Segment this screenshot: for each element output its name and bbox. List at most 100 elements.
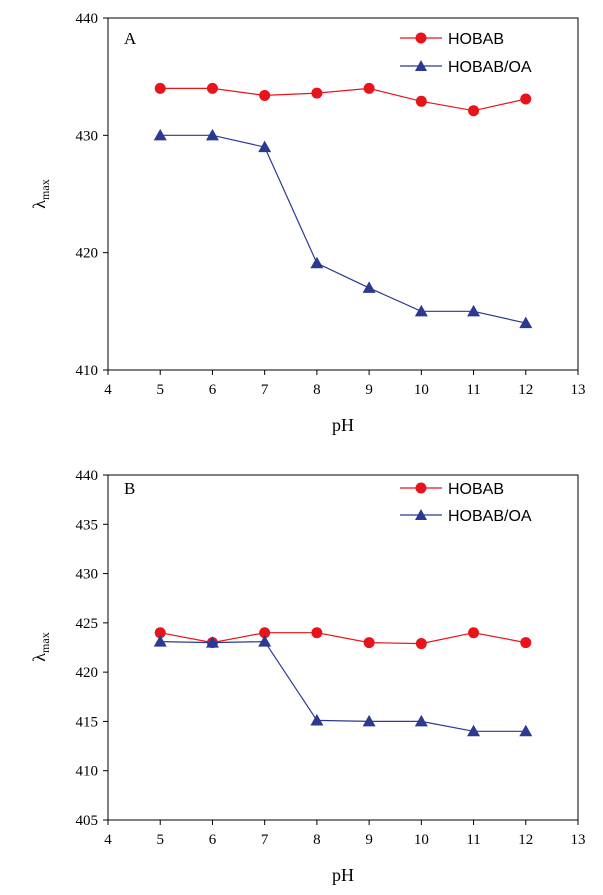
chart-b-x-tick-label: 13 (571, 832, 586, 848)
chart-b-point-hobab-oa (519, 724, 533, 737)
chart-b-y-tick-label: 420 (76, 665, 99, 681)
chart-b-point-hobab-oa (258, 635, 272, 647)
chart-a-point-hobab (468, 105, 480, 117)
chart-b-plot-frame (107, 474, 579, 821)
chart-a-point-hobab-oa (258, 140, 272, 153)
chart-b-x-ticks: 4 5 6 7 8 9 10 11 12 13 (104, 820, 586, 848)
chart-b: B 4 5 6 7 8 9 10 11 12 13 405 410 415 420 425 430 435 44… (29, 468, 586, 885)
chart-b-legend-item-hobab: HOBAB (400, 481, 504, 498)
chart-a-point-hobab-oa (467, 304, 481, 317)
chart-b-x-tick-label: 8 (313, 832, 321, 848)
chart-a-legend-marker-hobab-oa (415, 60, 427, 71)
chart-a-legend-item-hobab-oa: HOBAB/OA (400, 59, 532, 76)
chart-b-point-hobab-oa (153, 635, 167, 647)
chart-a-point-hobab (520, 93, 532, 105)
chart-a-y-tick-label: 410 (76, 363, 99, 379)
chart-b-point-hobab (520, 637, 532, 649)
chart-b-y-tick-label: 405 (76, 813, 99, 829)
chart-a-y-tick-label: 440 (76, 11, 99, 27)
chart-b-x-tick-label: 4 (104, 832, 112, 848)
chart-b-x-tick-label: 11 (466, 832, 480, 848)
chart-a-legend-item-hobab: HOBAB (400, 31, 504, 48)
chart-b-series-line-hobab-oa (160, 640, 526, 732)
chart-a-point-hobab (415, 95, 427, 107)
chart-a-legend: HOBAB HOBAB/OA (400, 31, 532, 76)
chart-b-y-axis-label-sub: max (38, 632, 52, 653)
chart-b-point-hobab (311, 627, 323, 639)
chart-a-x-tick-label: 11 (466, 382, 480, 398)
chart-b-series (153, 627, 533, 737)
chart-b-point-hobab-oa (310, 713, 324, 726)
chart-b-series-line-hobab (160, 632, 526, 645)
chart-a-x-axis-label: pH (332, 415, 354, 435)
chart-b-point-hobab (363, 637, 375, 649)
chart-a-x-tick-label: 10 (414, 382, 429, 398)
chart-a-x-tick-label: 9 (365, 382, 373, 398)
chart-a-x-tick-label: 12 (518, 382, 533, 398)
chart-b-y-ticks: 405 410 415 420 425 430 435 440 (76, 468, 108, 829)
chart-a-y-tick-label: 430 (76, 128, 99, 144)
chart-b-point-hobab-oa (467, 724, 481, 737)
chart-b-point-hobab-oa (205, 636, 219, 648)
chart-a-point-hobab-oa (153, 128, 167, 141)
chart-b-y-axis-label-main: λ (29, 653, 49, 662)
chart-b-x-tick-label: 9 (365, 832, 373, 848)
chart-b-y-tick-label: 415 (76, 714, 99, 730)
chart-b-point-hobab (468, 627, 480, 639)
chart-b-legend-marker-hobab (415, 482, 427, 494)
chart-b-y-tick-label: 435 (76, 517, 99, 533)
chart-b-x-tick-label: 10 (414, 832, 429, 848)
chart-a-y-axis-label-main: λ (29, 200, 49, 209)
chart-b-x-tick-label: 7 (261, 832, 269, 848)
chart-a-plot-frame (107, 17, 579, 371)
chart-a-point-hobab-oa (519, 316, 533, 329)
chart-b-point-hobab (259, 627, 271, 639)
chart-a-point-hobab (363, 82, 375, 94)
chart-a-point-hobab (311, 87, 323, 99)
chart-a-y-ticks: 410 420 430 440 (76, 11, 108, 379)
chart-b-x-tick-label: 6 (209, 832, 217, 848)
chart-b-y-axis-label: λmax (29, 632, 52, 661)
chart-a-x-ticks: 4 5 6 7 8 9 10 11 12 13 (104, 370, 586, 398)
chart-a-y-axis-label-sub: max (38, 179, 52, 200)
chart-b-y-tick-label: 430 (76, 567, 99, 583)
chart-b-point-hobab (415, 638, 427, 650)
chart-a-point-hobab (154, 82, 166, 94)
chart-a-y-tick-label: 420 (76, 246, 99, 262)
chart-a-point-hobab (259, 89, 271, 101)
chart-a-x-tick-label: 8 (313, 382, 321, 398)
chart-b-point-hobab-oa (414, 714, 428, 727)
chart-a-panel-label: A (124, 29, 137, 48)
chart-a-point-hobab-oa (414, 304, 428, 317)
chart-a-x-tick-label: 5 (156, 382, 164, 398)
chart-a-point-hobab-oa (205, 128, 219, 141)
chart-a: A 4 5 6 7 8 9 10 11 12 13 410 420 430 440 pH λmax HO… (29, 11, 586, 435)
chart-a-y-axis-label: λmax (29, 179, 52, 208)
chart-b-legend: HOBAB HOBAB/OA (400, 481, 532, 525)
chart-b-point-hobab (154, 627, 166, 639)
chart-b-x-tick-label: 12 (518, 832, 533, 848)
chart-b-legend-label-hobab-oa: HOBAB/OA (448, 508, 532, 525)
chart-a-series (153, 82, 533, 329)
chart-a-point-hobab-oa (362, 281, 376, 293)
chart-b-legend-label-hobab: HOBAB (448, 481, 504, 498)
chart-a-x-tick-label: 6 (209, 382, 217, 398)
chart-b-y-tick-label: 410 (76, 764, 99, 780)
chart-b-y-tick-label: 425 (76, 616, 99, 632)
chart-b-point-hobab-oa (362, 714, 376, 727)
chart-a-x-tick-label: 13 (571, 382, 586, 398)
chart-a-point-hobab-oa (310, 256, 324, 269)
chart-a-series-line-hobab (160, 87, 526, 112)
chart-b-x-tick-label: 5 (156, 832, 164, 848)
chart-a-x-tick-label: 7 (261, 382, 269, 398)
chart-b-panel-label: B (124, 479, 135, 498)
chart-a-legend-marker-hobab (415, 32, 427, 44)
chart-a-series-line-hobab-oa (160, 134, 526, 324)
chart-b-y-tick-label: 440 (76, 468, 99, 484)
chart-a-legend-label-hobab: HOBAB (448, 31, 504, 48)
chart-b-legend-marker-hobab-oa (415, 509, 427, 520)
chart-b-x-axis-label: pH (332, 865, 354, 885)
chart-a-point-hobab (206, 82, 218, 94)
chart-a-x-tick-label: 4 (104, 382, 112, 398)
